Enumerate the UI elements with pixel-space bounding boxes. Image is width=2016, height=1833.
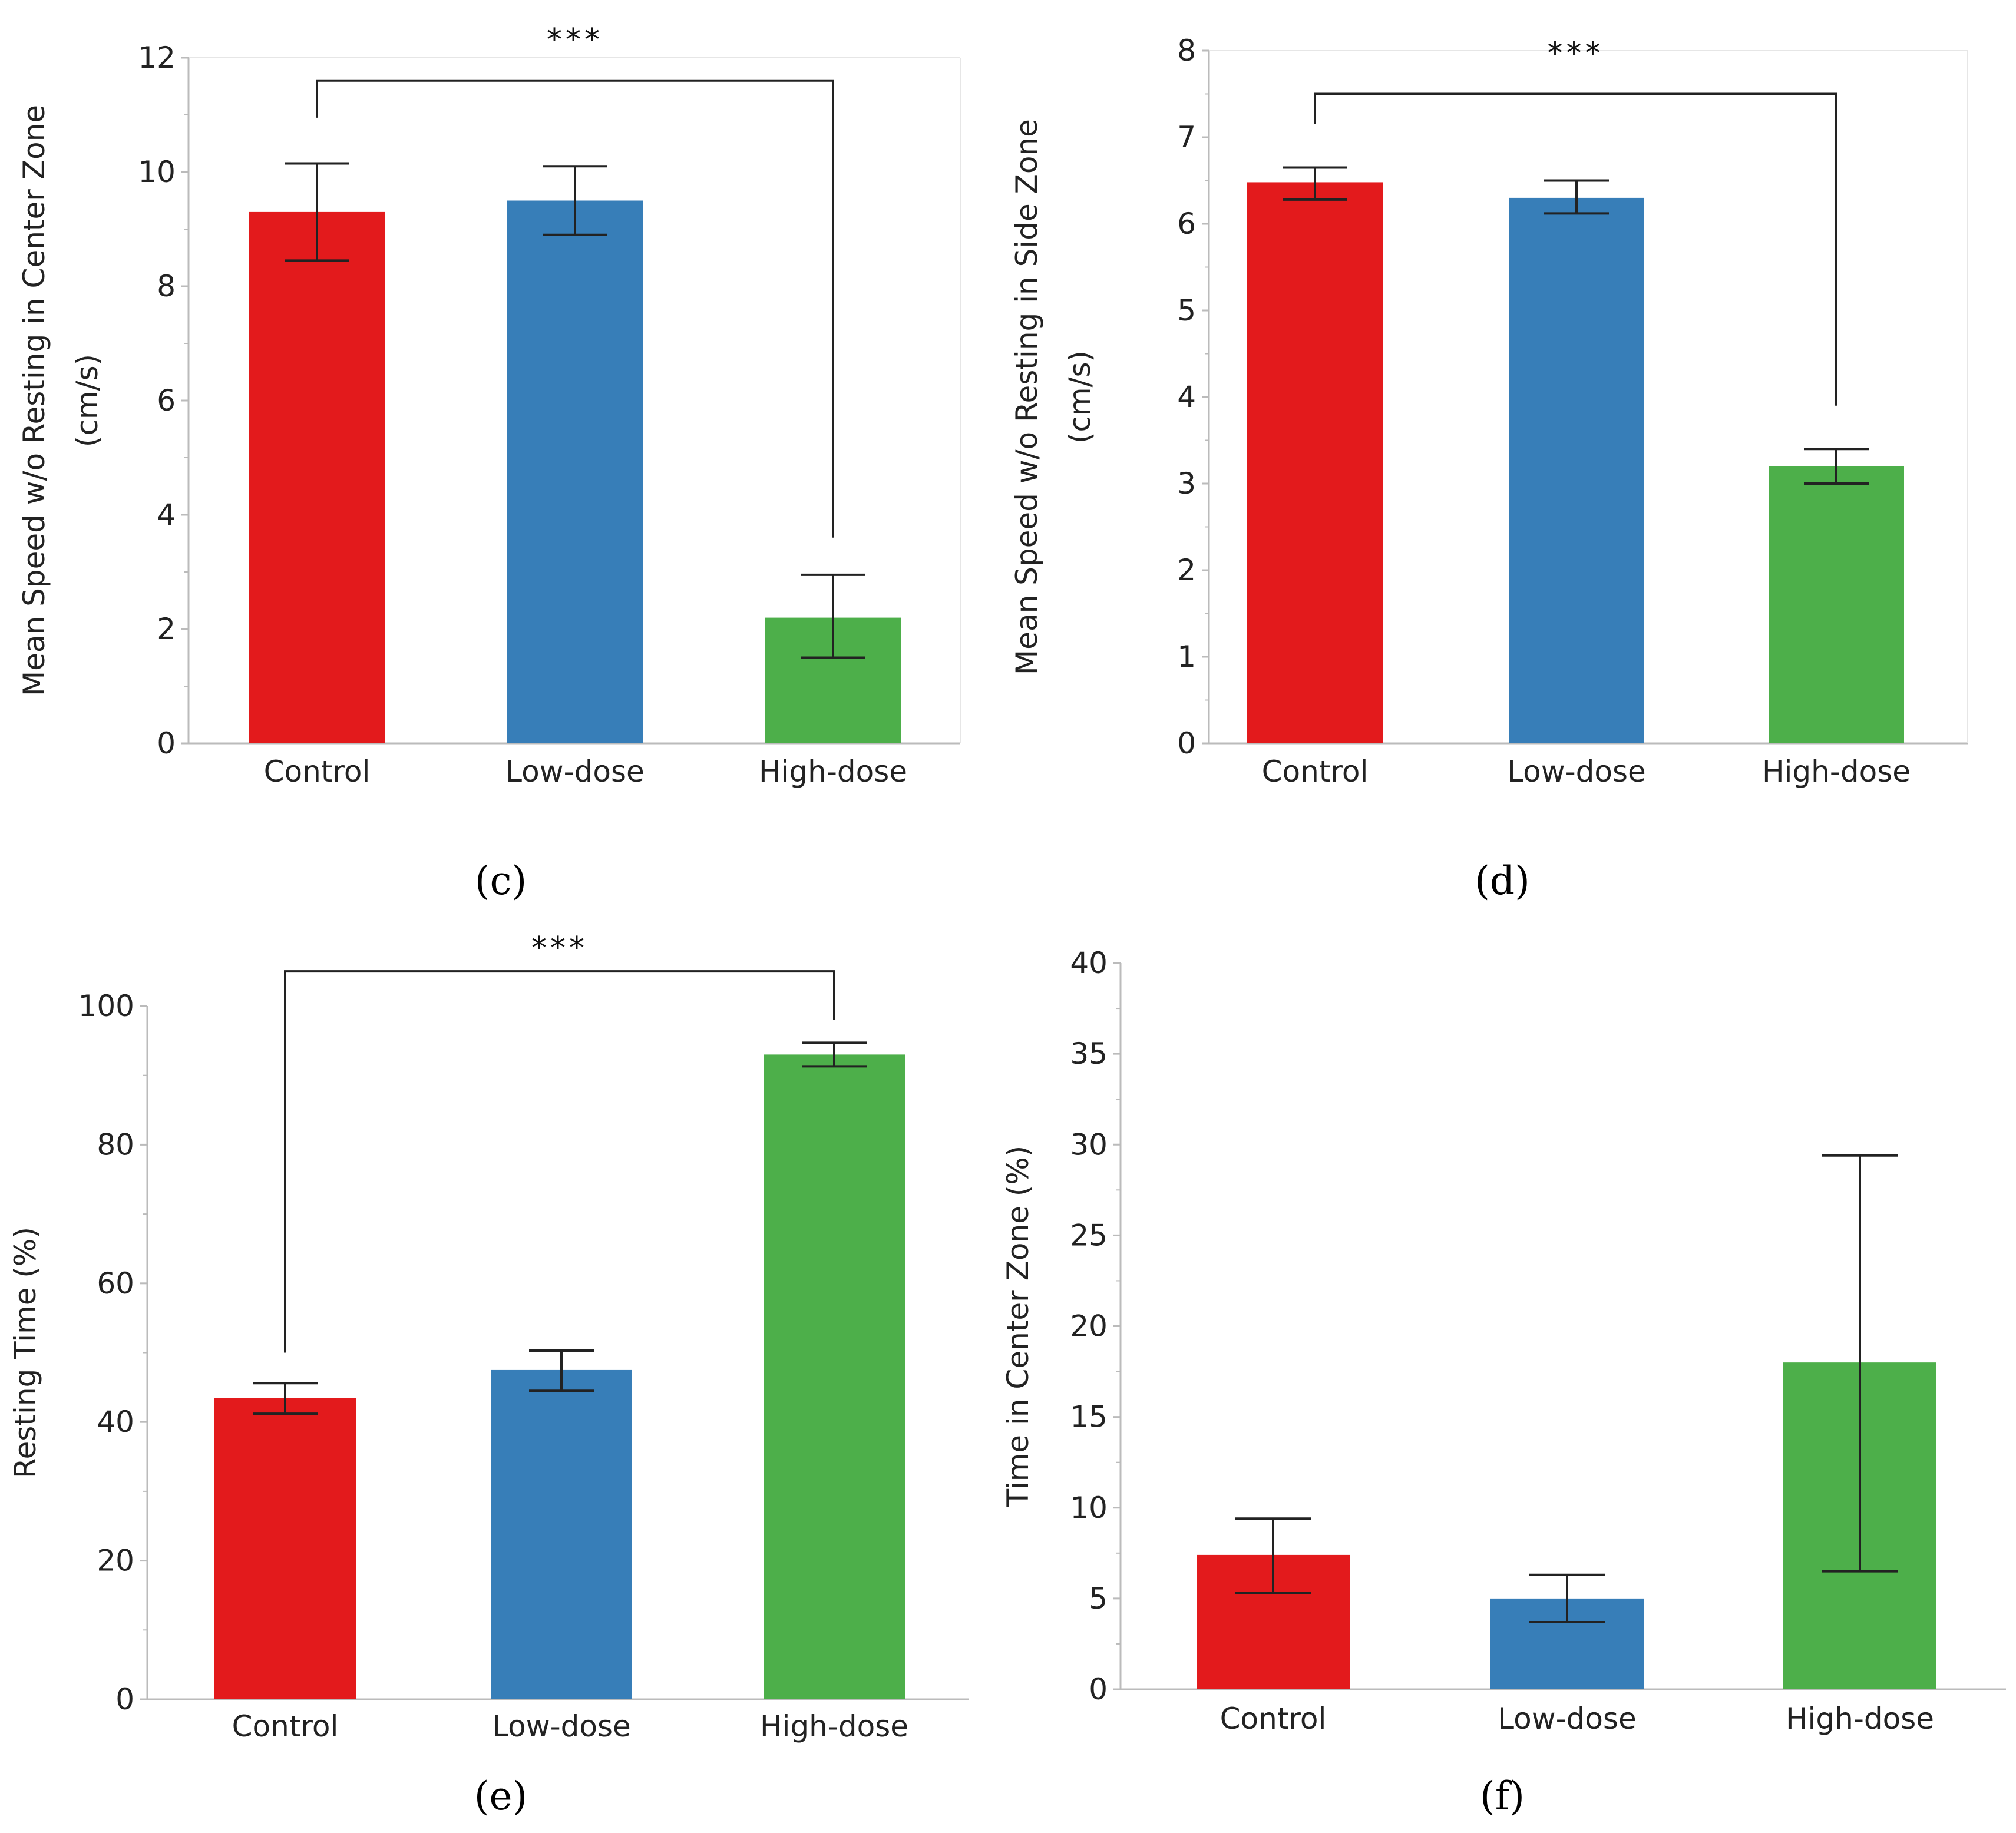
error-bar-high-dose (1804, 448, 1869, 485)
y-axis-label: (cm/s) (70, 354, 104, 447)
x-tick-label: Low-dose (505, 755, 645, 789)
x-tick-label: Low-dose (492, 1709, 631, 1743)
error-bar-control (1283, 166, 1347, 201)
y-tick-label: 5 (1089, 1581, 1108, 1616)
panel-label: (e) (474, 1774, 528, 1819)
y-tick-label: 12 (138, 41, 176, 75)
y-tick-label: 0 (1089, 1672, 1108, 1706)
x-tick-label: High-dose (1762, 755, 1911, 789)
chart-panel-c: 0 2 4 6 8 10 12 Mean Speed w/o Resting in Cente… (17, 22, 961, 904)
panel-label: (c) (475, 858, 527, 904)
bar-low-dose (491, 1369, 632, 1699)
y-tick-label: 20 (97, 1544, 134, 1578)
y-tick-label: 20 (1070, 1309, 1108, 1344)
panel-label: (f) (1480, 1774, 1525, 1819)
y-tick-label: 3 (1177, 466, 1196, 501)
significance-bracket (1314, 92, 1837, 406)
error-bar-low-dose (529, 1349, 594, 1392)
significance-bracket-line (1314, 92, 1837, 406)
y-tick-label: 4 (157, 498, 176, 532)
y-tick-label: 6 (1177, 207, 1196, 241)
bar-high-dose (764, 1054, 905, 1699)
significance-label: *** (547, 22, 603, 58)
y-tick-label: 5 (1177, 293, 1196, 327)
error-bar-low-dose (1529, 1573, 1605, 1623)
y-tick-label: 6 (157, 383, 176, 418)
bar-high-dose (1769, 466, 1904, 743)
error-bar-high-dose (1822, 1154, 1898, 1573)
y-tick-label: 8 (157, 269, 176, 303)
y-tick-label: 1 (1177, 640, 1196, 674)
significance-label: *** (531, 931, 588, 966)
y-axis-label: Resting Time (%) (8, 1227, 42, 1478)
significance-bracket-line (284, 970, 835, 1353)
error-bar-low-dose (543, 165, 607, 236)
bar-control (249, 211, 385, 743)
y-axis-label: Mean Speed w/o Resting in Center Zone (17, 105, 51, 696)
error-bar-control (1235, 1517, 1311, 1594)
x-tick-label: Control (1262, 755, 1369, 789)
y-tick-label: 15 (1070, 1400, 1108, 1434)
error-bar-control (285, 162, 349, 262)
error-bar-high-dose (801, 573, 865, 659)
significance-bracket-line (316, 79, 834, 538)
y-tick-label: 30 (1070, 1127, 1108, 1162)
y-tick-label: 10 (138, 155, 176, 189)
y-tick-label: 100 (78, 989, 134, 1023)
y-tick-label: 25 (1070, 1218, 1108, 1252)
chart-panel-d: 0 1 2 3 4 5 6 7 8 Mean Speed w/o Resting in Side … (1010, 34, 1968, 904)
panel-label: (d) (1475, 858, 1530, 904)
significance-bracket (284, 970, 835, 1353)
bar-control (214, 1398, 356, 1699)
x-tick-label: Low-dose (1507, 755, 1646, 789)
x-tick-label: High-dose (1786, 1702, 1934, 1736)
x-tick-label: High-dose (759, 755, 907, 789)
significance-bracket (316, 79, 834, 538)
significance-label: *** (1548, 36, 1604, 71)
y-tick-label: 40 (97, 1405, 134, 1439)
y-axis-label: Time in Center Zone (%) (1001, 1146, 1035, 1508)
y-tick-label: 0 (115, 1682, 134, 1716)
x-tick-label: High-dose (760, 1709, 908, 1743)
chart-panel-f: 0 5 10 15 20 25 30 35 40 Time in Center Zone (%) C… (1001, 946, 2006, 1819)
y-tick-label: 4 (1177, 380, 1196, 414)
y-axis-label: (cm/s) (1063, 350, 1097, 444)
y-tick-label: 80 (97, 1127, 134, 1162)
y-tick-label: 7 (1177, 120, 1196, 154)
bar-low-dose (1509, 197, 1644, 743)
y-tick-label: 40 (1070, 946, 1108, 980)
x-tick-label: Low-dose (1498, 1702, 1637, 1736)
x-tick-label: Control (264, 755, 371, 789)
y-tick-label: 2 (1177, 553, 1196, 587)
y-tick-label: 0 (157, 726, 176, 760)
x-tick-label: Control (232, 1709, 339, 1743)
error-bar-high-dose (802, 1041, 867, 1068)
chart-panel-e: 0 20 40 60 80 100 Resting Time (%) Control Low-d… (8, 931, 969, 1819)
y-axis-label: Mean Speed w/o Resting in Side Zone (1010, 119, 1044, 675)
y-tick-label: 10 (1070, 1491, 1108, 1525)
y-tick-label: 8 (1177, 34, 1196, 68)
bar-low-dose (507, 200, 643, 743)
error-bar-control (253, 1382, 318, 1415)
y-tick-label: 60 (97, 1266, 134, 1301)
y-tick-label: 2 (157, 612, 176, 646)
y-tick-label: 0 (1177, 726, 1196, 760)
y-tick-label: 35 (1070, 1037, 1108, 1071)
bar-control (1247, 182, 1383, 743)
x-tick-label: Control (1220, 1702, 1327, 1736)
error-bar-low-dose (1544, 179, 1609, 215)
